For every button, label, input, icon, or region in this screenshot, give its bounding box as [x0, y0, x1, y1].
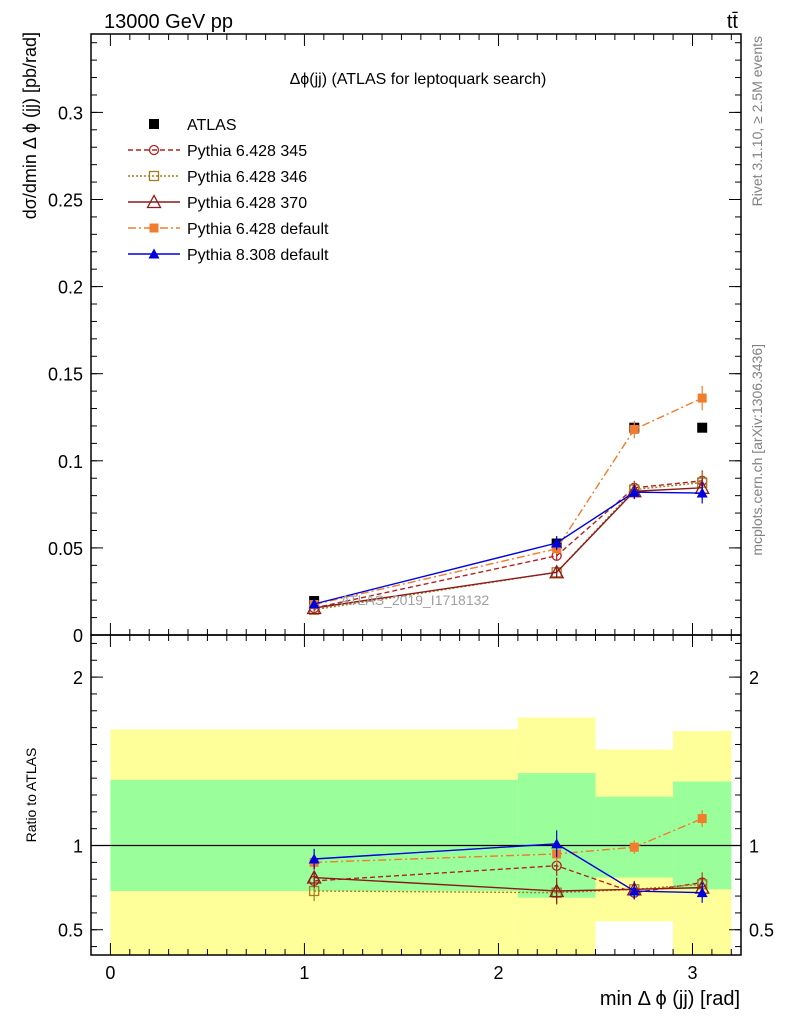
- ratio-line: [314, 876, 703, 892]
- legend-item: Pythia 8.308 default: [128, 247, 329, 264]
- y-tick-label: 0: [73, 626, 83, 646]
- process-label: tt̄: [727, 11, 739, 33]
- data-point: [629, 424, 639, 434]
- watermark: ATLAS_2019_I1718132: [341, 592, 490, 608]
- series-line: [313, 397, 703, 606]
- x-tick-label: 0: [105, 963, 115, 983]
- main-panel: 0 0.05 0.1 0.15 0.2 0.25 0.3 ATLAS Pythia 6.428 …: [48, 33, 742, 646]
- ratio-line: [314, 817, 703, 864]
- y-tick-label: 0.2: [58, 278, 83, 298]
- data-point: [549, 564, 565, 579]
- x-axis-label: min Δ ϕ (jj) [rad]: [600, 988, 740, 1010]
- ratio-point: [696, 887, 708, 898]
- legend-marker: [149, 223, 159, 233]
- mcplots-label: mcplots.cern.ch [arXiv:1306.3436]: [749, 344, 765, 556]
- data-point: [551, 537, 563, 548]
- y-tick-label-right: 0.5: [749, 921, 774, 941]
- data-point: [697, 422, 708, 433]
- ratio-series-pythia-8-308-default: [308, 830, 708, 903]
- ratio-point: [306, 869, 322, 884]
- y-tick-label: 0.3: [58, 103, 83, 123]
- legend: ATLAS Pythia 6.428 345 Pythia 6.428 346 Pyt…: [128, 117, 329, 264]
- energy-label: 13000 GeV pp: [104, 11, 233, 33]
- y-tick-label: 0.5: [58, 921, 83, 941]
- y-tick-label: 1: [73, 837, 83, 857]
- ratio-line: [314, 865, 703, 894]
- y-tick-label: 0.15: [48, 365, 83, 385]
- ratio-line: [314, 843, 703, 894]
- rivet-label: Rivet 3.1.10, ≥ 2.5M events: [749, 36, 765, 206]
- legend-marker: [148, 170, 160, 182]
- ratio-point: [628, 885, 640, 896]
- series-line: [313, 491, 703, 605]
- data-point: [628, 486, 640, 497]
- series-atlas: [309, 422, 708, 607]
- legend-item: Pythia 6.428 346: [128, 169, 307, 186]
- legend-marker: [146, 194, 162, 209]
- legend-marker: [148, 248, 160, 259]
- y-tick-label-right: 1: [749, 837, 759, 857]
- legend-item: Pythia 6.428 370: [128, 194, 307, 212]
- legend-label: Pythia 6.428 346: [187, 169, 307, 186]
- ratio-y-axis-label: Ratio to ATLAS: [23, 748, 39, 843]
- data-point: [696, 487, 708, 498]
- y-axis-label: dσ/dmin Δ ϕ (jj) [pb/rad]: [20, 32, 40, 219]
- legend-label: Pythia 6.428 370: [187, 195, 307, 212]
- legend-label: ATLAS: [187, 117, 237, 134]
- series-line: [314, 481, 703, 611]
- ratio-point: [697, 814, 707, 824]
- x-tick-label: 3: [687, 963, 697, 983]
- legend-item: ATLAS: [149, 117, 237, 134]
- x-tick-label: 1: [299, 963, 309, 983]
- y-tick-label: 2: [73, 668, 83, 688]
- uncertainty-band-inner: [673, 781, 732, 890]
- y-tick-label: 0.25: [48, 190, 83, 210]
- data-point: [697, 393, 707, 403]
- legend-marker: [149, 119, 159, 129]
- series-pythia-6-428-default: [309, 385, 707, 610]
- ratio-plot-frame: [90, 634, 742, 956]
- ratio-point: [308, 853, 320, 864]
- legend-label: Pythia 6.428 default: [187, 221, 329, 238]
- data-point: [308, 598, 320, 609]
- uncertainty-band-inner: [595, 796, 674, 878]
- series-line: [314, 487, 703, 609]
- legend-label: Pythia 6.428 345: [187, 143, 307, 160]
- ratio-point: [629, 842, 639, 852]
- chart-title: Δϕ(jj) (ATLAS for leptoquark search): [290, 71, 547, 88]
- y-tick-label-right: 2: [749, 668, 759, 688]
- ratio-panel: 0.5 0.5 1 1 2 2 0 1 2 3: [58, 634, 774, 983]
- ratio-point: [551, 838, 563, 849]
- legend-item: Pythia 6.428 345: [128, 143, 307, 160]
- legend-item: Pythia 6.428 default: [128, 221, 329, 238]
- legend-marker: [148, 144, 160, 156]
- ratio-point: [549, 883, 565, 898]
- x-tick-label: 2: [493, 963, 503, 983]
- y-tick-label: 0.05: [48, 539, 83, 559]
- legend-label: Pythia 8.308 default: [187, 247, 329, 264]
- series-pythia-8-308-default: [308, 482, 708, 609]
- ratio-line: [314, 883, 703, 894]
- series-line: [313, 480, 703, 609]
- y-tick-label: 0.1: [58, 452, 83, 472]
